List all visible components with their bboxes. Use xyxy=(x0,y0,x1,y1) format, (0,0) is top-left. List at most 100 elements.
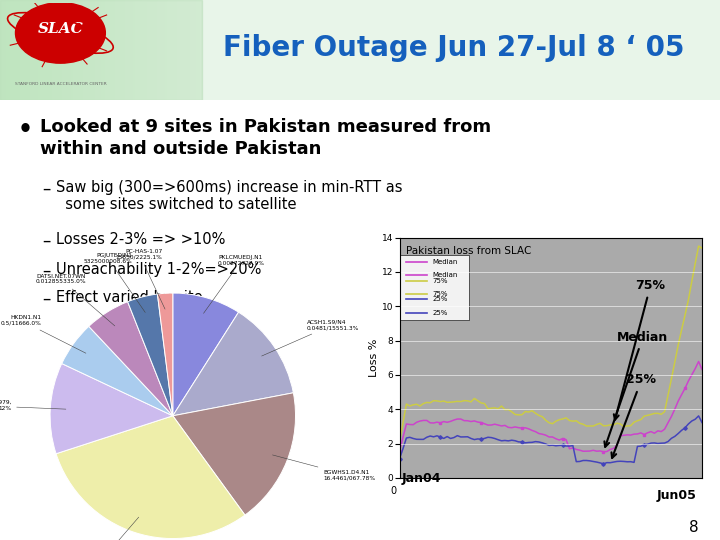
Bar xyxy=(46,0,48,100)
Bar xyxy=(171,0,174,100)
Bar xyxy=(167,0,169,100)
Bar xyxy=(56,0,58,100)
Text: within and outside Pakistan: within and outside Pakistan xyxy=(40,140,321,158)
Text: 0: 0 xyxy=(390,487,397,496)
Text: 25%: 25% xyxy=(433,296,449,302)
Bar xyxy=(26,0,28,100)
Bar xyxy=(24,0,26,100)
Text: STANFORD LINEAR ACCELERATOR CENTER: STANFORD LINEAR ACCELERATOR CENTER xyxy=(14,82,107,86)
Bar xyxy=(125,0,127,100)
Bar xyxy=(111,0,113,100)
Bar xyxy=(40,0,42,100)
Bar xyxy=(131,0,133,100)
Bar xyxy=(60,0,63,100)
Bar xyxy=(73,0,75,100)
Bar xyxy=(157,0,159,100)
Bar xyxy=(50,0,53,100)
Text: Looked at 9 sites in Pakistan measured from: Looked at 9 sites in Pakistan measured f… xyxy=(40,118,491,136)
Text: Median: Median xyxy=(604,330,669,447)
Bar xyxy=(2,0,4,100)
Bar xyxy=(151,0,153,100)
Bar xyxy=(95,0,96,100)
Wedge shape xyxy=(173,312,293,416)
Text: –: – xyxy=(42,232,50,250)
Text: HKDN1.N1
0.5/11666.0%: HKDN1.N1 0.5/11666.0% xyxy=(1,315,86,353)
Bar xyxy=(105,0,107,100)
Bar xyxy=(177,0,179,100)
Bar xyxy=(18,0,20,100)
Bar xyxy=(48,0,50,100)
Text: 75%: 75% xyxy=(614,279,665,420)
Bar xyxy=(199,0,202,100)
Text: Fiber Outage Jun 27-Jul 8 ‘ 05: Fiber Outage Jun 27-Jul 8 ‘ 05 xyxy=(223,34,684,62)
Bar xyxy=(14,0,16,100)
Text: •: • xyxy=(18,118,33,142)
Text: 75%: 75% xyxy=(433,278,449,284)
Text: –: – xyxy=(42,290,50,308)
Bar xyxy=(121,0,123,100)
Bar xyxy=(129,0,131,100)
Bar xyxy=(35,0,36,100)
Bar xyxy=(196,0,197,100)
Text: 25%: 25% xyxy=(433,310,449,316)
Bar xyxy=(93,0,95,100)
Bar xyxy=(176,0,177,100)
Bar xyxy=(83,0,85,100)
Text: Pakistan loss from SLAC: Pakistan loss from SLAC xyxy=(405,246,531,256)
Bar xyxy=(32,0,35,100)
Bar xyxy=(76,0,78,100)
Text: PKNI1 - 0.2179/30%: PKNI1 - 0.2179/30% xyxy=(64,517,139,540)
Bar xyxy=(169,0,171,100)
Bar xyxy=(149,0,151,100)
Wedge shape xyxy=(50,363,173,454)
Bar xyxy=(6,0,8,100)
Text: ACSH1.S9/N4
0.0481/15551.3%: ACSH1.S9/N4 0.0481/15551.3% xyxy=(261,319,359,356)
Text: 75%: 75% xyxy=(433,291,449,297)
Bar xyxy=(187,0,189,100)
Wedge shape xyxy=(173,293,238,416)
Bar xyxy=(163,0,166,100)
Bar xyxy=(99,0,101,100)
Bar xyxy=(63,0,65,100)
Wedge shape xyxy=(89,302,173,416)
Bar xyxy=(141,0,143,100)
Text: PC-HAS-1.07
15830/2225.1%: PC-HAS-1.07 15830/2225.1% xyxy=(116,249,165,309)
Bar xyxy=(45,0,46,100)
Bar xyxy=(115,0,117,100)
Text: Losses 2-3% => >10%: Losses 2-3% => >10% xyxy=(56,232,225,247)
Bar xyxy=(30,0,32,100)
Text: Jan04: Jan04 xyxy=(402,471,441,485)
Text: Saw big (300=>600ms) increase in min-RTT as
  some sites switched to satellite: Saw big (300=>600ms) increase in min-RTT… xyxy=(56,180,402,212)
Bar xyxy=(38,0,40,100)
Bar xyxy=(145,0,147,100)
Bar xyxy=(10,0,12,100)
Wedge shape xyxy=(173,393,295,515)
Bar xyxy=(123,0,125,100)
Bar xyxy=(166,0,167,100)
Bar xyxy=(4,0,6,100)
Bar xyxy=(197,0,199,100)
Bar xyxy=(20,0,22,100)
Bar xyxy=(113,0,115,100)
Bar xyxy=(85,0,86,100)
Bar xyxy=(36,0,38,100)
Bar xyxy=(91,0,93,100)
Bar xyxy=(68,0,71,100)
Bar xyxy=(103,0,105,100)
Bar xyxy=(66,0,68,100)
Bar xyxy=(189,0,192,100)
Bar xyxy=(119,0,121,100)
Bar xyxy=(181,0,184,100)
Bar xyxy=(8,0,10,100)
Bar xyxy=(0,0,2,100)
Text: BGWHS1.D4.N1
16.4461/067.78%: BGWHS1.D4.N1 16.4461/067.78% xyxy=(272,455,376,481)
Y-axis label: Loss %: Loss % xyxy=(369,339,379,377)
Bar xyxy=(192,0,194,100)
Text: PROBJ.EDJN1 0.8979,
12%: PROBJ.EDJN1 0.8979, 12% xyxy=(0,400,66,411)
Wedge shape xyxy=(127,294,173,416)
Bar xyxy=(156,0,157,100)
Bar xyxy=(107,0,109,100)
Text: –: – xyxy=(42,262,50,280)
Text: PGJUTEDJN1
5325000008.6%: PGJUTEDJN1 5325000008.6% xyxy=(84,253,145,313)
Bar xyxy=(186,0,187,100)
